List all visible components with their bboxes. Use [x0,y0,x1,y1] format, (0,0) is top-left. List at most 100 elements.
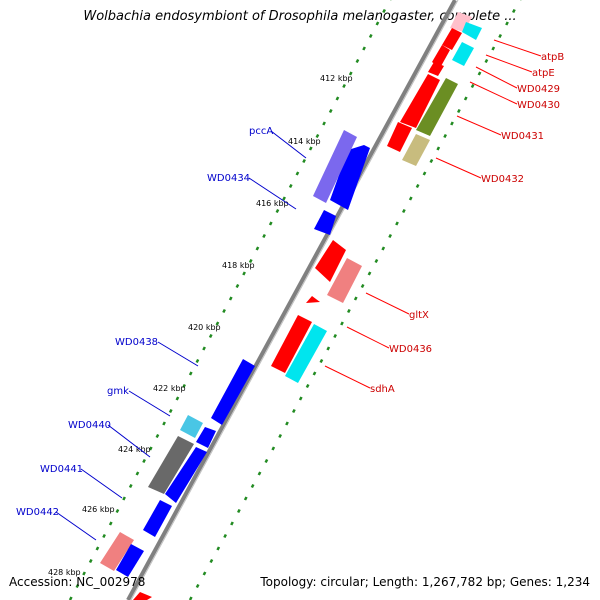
guide-dot [235,283,240,289]
guide-dot [491,46,496,51]
guide-dot [195,583,200,589]
guide-dot [362,46,366,51]
guide-dot [484,58,489,64]
guide-dot [302,158,306,164]
guide-dot [142,458,146,464]
leader-line [324,365,371,389]
accession-footer: Accession: NC_002978 [9,575,145,589]
guide-dot [285,421,289,426]
guide-dot [208,333,213,339]
gene-label-WD0440: WD0440 [68,420,111,431]
cds-feature [165,447,207,503]
leader-line [128,390,171,417]
leader-line [493,39,542,57]
guide-dot [457,108,461,114]
backbone-shadow [130,0,459,600]
leader-line [469,81,518,105]
guide-dot [264,458,269,464]
guide-dot [422,171,427,176]
guide-dot [275,208,280,214]
guide-dot [257,471,262,476]
guide-dot [243,496,248,501]
tick-label: 416 kbp [256,199,289,208]
guide-dot [248,258,253,264]
guide-dot [268,221,273,226]
gene-label-pccA: pccA [249,126,273,137]
gene-label-WD0438: WD0438 [115,337,158,348]
guide-dot [288,183,293,189]
guide-dot [415,183,420,189]
guide-dot [88,558,93,564]
guide-dot [443,133,447,139]
gene-label-WD0430: WD0430 [517,100,560,111]
guide-dot [102,533,106,539]
cds-feature [271,315,312,373]
guide-dot [255,246,260,251]
leader-line [55,511,97,541]
kbp-ticks: 412 kbp 414 kbp 416 kbp 418 kbp 420 kbp 422 k… [48,74,353,577]
guide-dot [215,321,220,326]
guide-dot [319,358,324,364]
leader-line [346,326,390,349]
guide-dot [388,233,392,239]
gene-label-WD0434: WD0434 [207,173,250,184]
gene-label-WD0436: WD0436 [389,344,432,355]
gene-label-WD0432: WD0432 [481,174,524,185]
guide-dot [429,158,434,164]
guide-dots [68,0,522,600]
guide-dot [237,508,241,514]
cog-feature-cyan [285,324,327,383]
guide-dot [298,396,303,401]
cog-feature-light-red [327,258,362,303]
leader-line [365,292,410,315]
guide-dot [368,33,373,39]
guide-dot [175,396,180,401]
cog-feature-gmk [180,415,203,438]
cog-feature-pccA [313,130,357,203]
guide-dot [340,321,344,326]
cds-feature [116,544,144,577]
gene-label-gltX: gltX [409,310,429,321]
guide-dot [162,421,166,426]
gene-label-atpB: atpB [541,52,564,63]
gene-labels: pccA WD0434 WD0438 gmk WD0440 WD0441 WD0442 atp… [16,39,564,541]
guide-dot [222,308,226,314]
guide-dot [292,408,296,414]
cog-feature-cyan [452,42,474,66]
cds-feature [211,359,255,425]
guide-dot [402,208,406,214]
guide-dot [333,333,337,339]
guide-dot [348,71,353,76]
guide-dot [342,83,346,89]
guide-dot [395,221,399,226]
guide-dot [230,521,234,526]
tick-label: 428 kbp [48,568,81,577]
guide-dot [312,371,317,376]
guide-dot [271,446,276,451]
gene-label-gmk: gmk [107,386,129,397]
guide-dot [470,83,475,89]
leader-line [435,157,482,179]
guide-dot [436,146,441,151]
gene-label-sdhA: sdhA [370,384,395,395]
guide-dot [295,171,300,176]
guide-dot [223,533,227,539]
guide-dot [328,108,333,114]
cds-feature [196,427,216,448]
minus-strand-features [133,12,482,600]
tick-label: 418 kbp [222,261,255,270]
guide-dot [168,408,173,414]
cds-feature [315,240,346,282]
guide-dot [182,383,186,389]
cds-feature [400,74,440,128]
cog-feature-light-red [100,532,134,571]
cog-feature-cyan [462,22,482,40]
guide-dot [135,471,140,476]
cds-feature [442,28,462,50]
tick-label: 424 kbp [118,445,151,454]
cds-feature [387,122,412,152]
cds-feature [133,592,152,600]
cog-feature-khaki [402,134,430,166]
cds-feature [143,500,172,537]
